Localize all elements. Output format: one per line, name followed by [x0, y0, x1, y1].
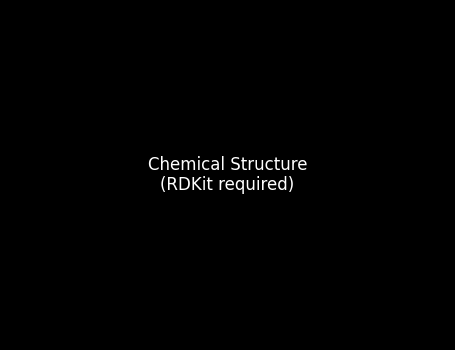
Text: Chemical Structure
(RDKit required): Chemical Structure (RDKit required)	[148, 156, 307, 194]
